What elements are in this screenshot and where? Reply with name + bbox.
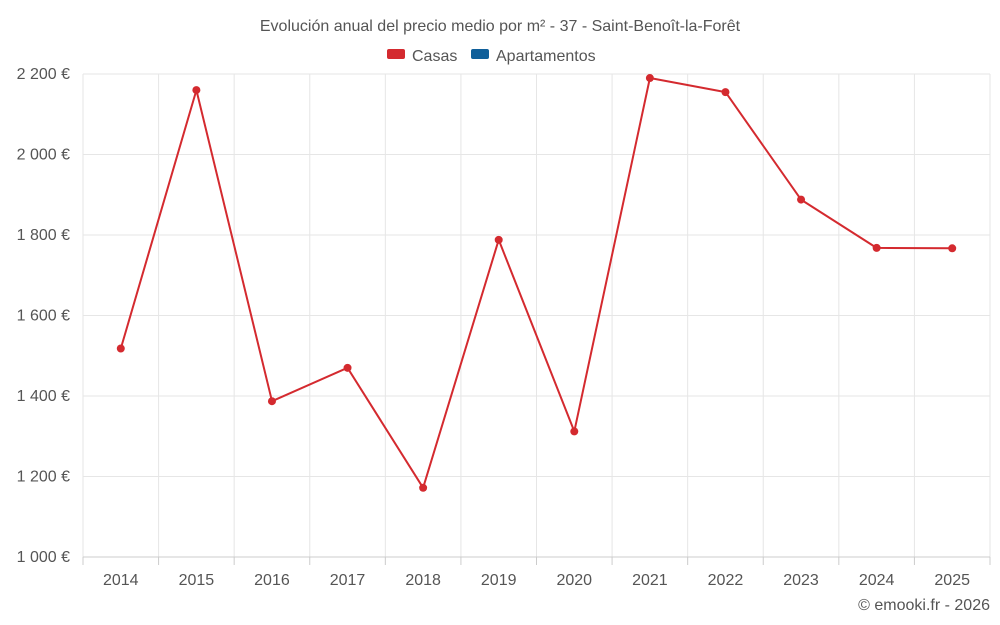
data-point-2019[interactable] bbox=[494, 235, 503, 244]
data-point-2020[interactable] bbox=[570, 427, 579, 436]
data-point-2023[interactable] bbox=[797, 195, 806, 204]
y-tick-label: 2 200 € bbox=[17, 66, 70, 83]
y-tick-label: 1 400 € bbox=[17, 388, 70, 405]
legend-swatch-casas[interactable] bbox=[387, 49, 405, 59]
x-tick-label: 2021 bbox=[632, 572, 668, 589]
data-point-2015[interactable] bbox=[192, 86, 201, 95]
x-tick-label: 2017 bbox=[330, 572, 366, 589]
data-point-2021[interactable] bbox=[645, 74, 654, 83]
y-tick-label: 1 600 € bbox=[17, 308, 70, 325]
legend-swatch-apartamentos[interactable] bbox=[471, 49, 489, 59]
y-axis: 1 000 € 1 200 € 1 400 € 1 600 € 1 800 € 2 000… bbox=[17, 66, 70, 566]
x-tick-label: 2020 bbox=[556, 572, 592, 589]
x-tick-label: 2023 bbox=[783, 572, 819, 589]
data-point-2014[interactable] bbox=[116, 344, 125, 353]
data-point-2024[interactable] bbox=[872, 243, 881, 252]
legend: Casas Apartamentos bbox=[387, 48, 596, 65]
legend-label-apartamentos[interactable]: Apartamentos bbox=[496, 48, 596, 65]
x-tick-label: 2015 bbox=[179, 572, 215, 589]
data-point-2025[interactable] bbox=[948, 244, 957, 253]
series-line-casas bbox=[119, 77, 953, 489]
y-tick-label: 1 000 € bbox=[17, 549, 70, 566]
data-point-2022[interactable] bbox=[721, 88, 730, 97]
series-layer bbox=[116, 74, 957, 492]
x-tick-label: 2024 bbox=[859, 572, 895, 589]
legend-label-casas[interactable]: Casas bbox=[412, 48, 457, 65]
data-point-2016[interactable] bbox=[267, 397, 276, 406]
data-point-2017[interactable] bbox=[343, 363, 352, 372]
credit-text: © emooki.fr - 2026 bbox=[858, 597, 990, 614]
x-tick-label: 2018 bbox=[405, 572, 441, 589]
x-axis: 2014 2015 2016 2017 2018 2019 2020 2021 2022 2023… bbox=[82, 556, 991, 589]
x-tick-label: 2016 bbox=[254, 572, 290, 589]
y-tick-label: 2 000 € bbox=[17, 147, 70, 164]
y-tick-label: 1 200 € bbox=[17, 469, 70, 486]
data-point-2018[interactable] bbox=[419, 483, 428, 492]
chart-title: Evolución anual del precio medio por m² … bbox=[260, 18, 741, 35]
x-tick-label: 2019 bbox=[481, 572, 517, 589]
x-tick-label: 2025 bbox=[934, 572, 970, 589]
x-tick-label: 2014 bbox=[103, 572, 139, 589]
y-tick-label: 1 800 € bbox=[17, 227, 70, 244]
x-tick-label: 2022 bbox=[708, 572, 744, 589]
grid bbox=[82, 73, 991, 557]
